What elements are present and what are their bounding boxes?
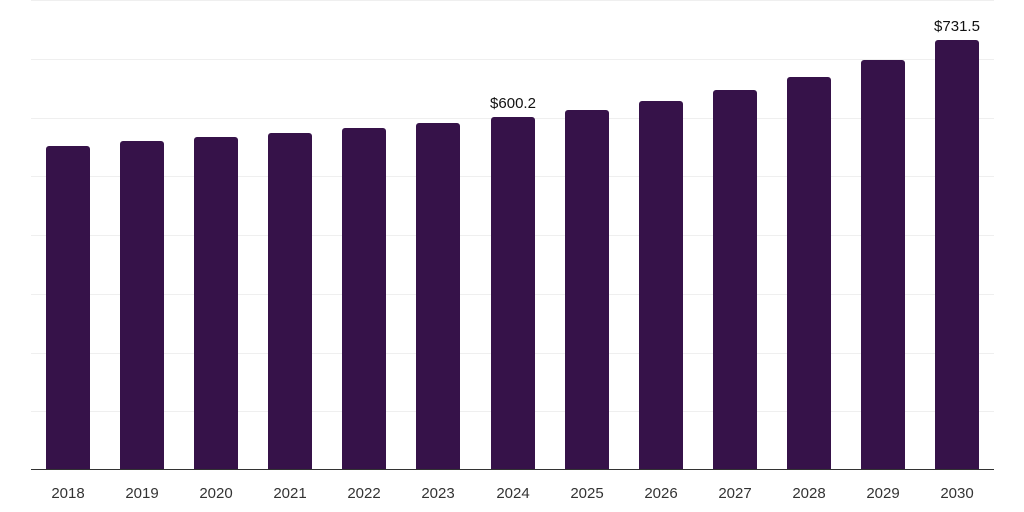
bar-2023[interactable] bbox=[416, 123, 460, 470]
bar-2027[interactable] bbox=[713, 90, 757, 470]
bar-2030[interactable] bbox=[935, 40, 979, 470]
x-tick-label: 2018 bbox=[51, 485, 85, 502]
data-label-2024: $600.2 bbox=[490, 95, 536, 112]
x-tick-label: 2028 bbox=[792, 485, 826, 502]
x-tick-label: 2020 bbox=[199, 485, 233, 502]
bar-2020[interactable] bbox=[194, 137, 238, 470]
x-tick-label: 2024 bbox=[496, 485, 530, 502]
bar-2026[interactable] bbox=[639, 101, 683, 470]
x-tick-label: 2023 bbox=[421, 485, 455, 502]
bar-2022[interactable] bbox=[342, 128, 386, 470]
x-tick-label: 2019 bbox=[125, 485, 159, 502]
gridline bbox=[31, 0, 994, 1]
data-label-2030: $731.5 bbox=[934, 18, 980, 35]
bar-2024[interactable] bbox=[491, 117, 535, 470]
x-tick-label: 2022 bbox=[347, 485, 381, 502]
x-tick-label: 2027 bbox=[718, 485, 752, 502]
x-tick-label: 2029 bbox=[866, 485, 900, 502]
x-tick-label: 2025 bbox=[570, 485, 604, 502]
x-tick-label: 2030 bbox=[940, 485, 974, 502]
bar-2028[interactable] bbox=[787, 77, 831, 470]
x-tick-label: 2021 bbox=[273, 485, 307, 502]
gridline bbox=[31, 59, 994, 60]
bar-2029[interactable] bbox=[861, 60, 905, 470]
bar-2019[interactable] bbox=[120, 141, 164, 470]
x-axis-line bbox=[31, 469, 994, 470]
bar-2021[interactable] bbox=[268, 133, 312, 470]
x-tick-label: 2026 bbox=[644, 485, 678, 502]
bar-2018[interactable] bbox=[46, 146, 90, 470]
bar-2025[interactable] bbox=[565, 110, 609, 470]
